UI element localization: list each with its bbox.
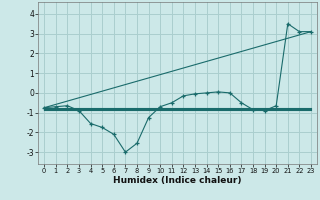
X-axis label: Humidex (Indice chaleur): Humidex (Indice chaleur) bbox=[113, 176, 242, 185]
